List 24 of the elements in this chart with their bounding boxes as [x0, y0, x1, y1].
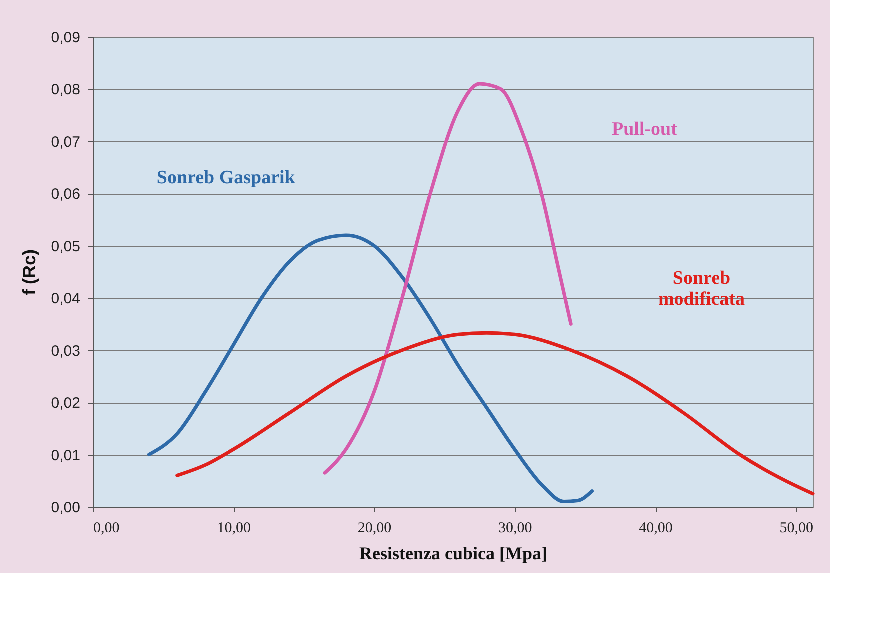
- x-tick-label: 50,00: [780, 520, 814, 536]
- y-tick-label: 0,06: [51, 186, 80, 204]
- text: Sonreb Gasparik: [156, 167, 296, 188]
- y-axis-title: f (Rc): [19, 250, 40, 296]
- y-tick-label: 0,08: [51, 82, 80, 99]
- y-tick-label: 0,04: [51, 290, 80, 308]
- y-tick-label: 0,00: [51, 500, 80, 516]
- text: Sonreb modificata: [658, 268, 746, 310]
- y-tick-label: 0,05: [51, 238, 80, 256]
- x-tick-label: 30,00: [498, 520, 532, 536]
- line-series: [176, 331, 815, 496]
- y-tick-label: 0,09: [51, 30, 80, 46]
- x-tick-label: 10,00: [217, 520, 251, 536]
- x-axis-title: Resistenza cubica [Mpa]: [360, 544, 548, 564]
- line-series: [323, 82, 573, 475]
- line-series: [148, 234, 594, 504]
- x-tick-label: 0,00: [94, 520, 120, 536]
- y-tick-label: 0,02: [51, 395, 80, 412]
- x-tick-label: 20,00: [358, 520, 392, 536]
- y-tick-label: 0,07: [51, 134, 80, 151]
- y-tick-label: 0,01: [51, 447, 80, 464]
- y-tick-label: 0,03: [51, 342, 80, 360]
- x-tick-label: 40,00: [639, 520, 673, 536]
- text: Pull-out: [612, 119, 678, 140]
